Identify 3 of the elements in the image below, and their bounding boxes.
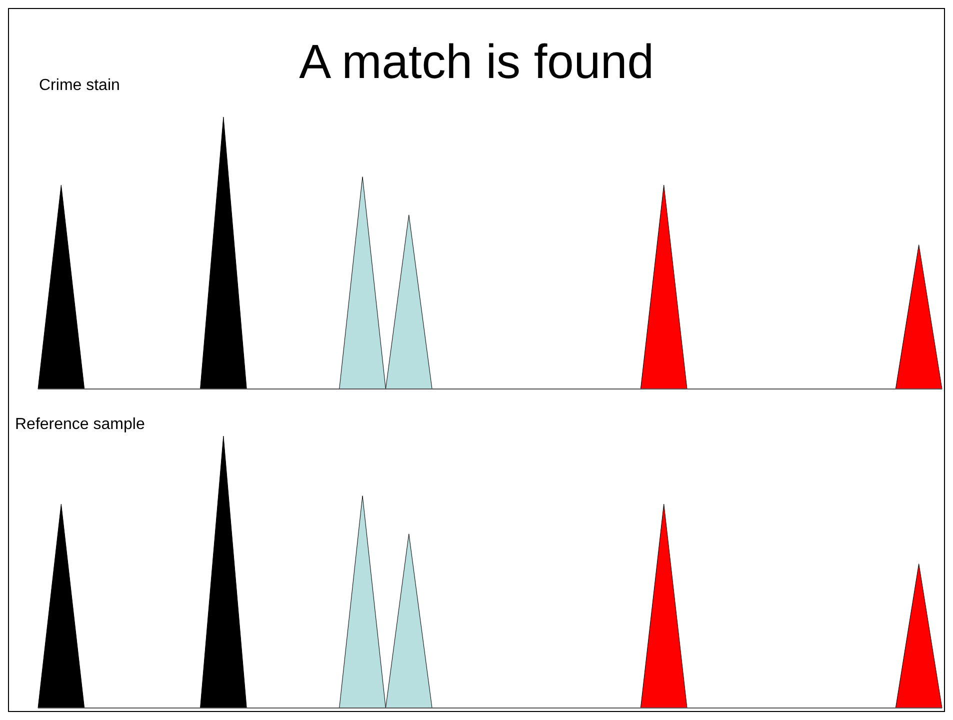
text: Reference sample bbox=[15, 416, 145, 434]
text: Crime stain bbox=[39, 77, 120, 95]
chart-title: A match is found bbox=[299, 36, 654, 89]
